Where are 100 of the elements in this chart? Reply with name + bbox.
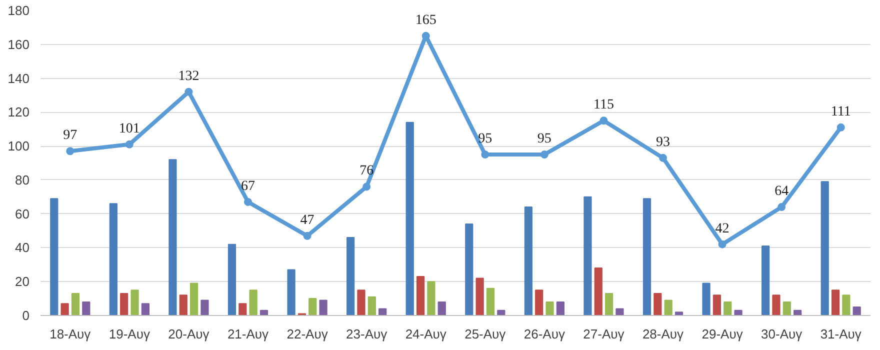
data-label: 97 — [63, 128, 78, 144]
point — [540, 150, 548, 159]
bar — [238, 303, 247, 316]
data-label: 115 — [593, 98, 614, 113]
bar — [190, 282, 198, 316]
point — [836, 123, 845, 132]
x-tick-label: 20-Αυγ — [168, 326, 210, 342]
bar — [556, 301, 564, 316]
bar — [762, 246, 770, 316]
bar — [109, 203, 118, 316]
x-tick-label: 26-Αυγ — [524, 326, 566, 342]
point — [659, 154, 667, 162]
bar — [782, 301, 791, 316]
x-tick-label: 18-Αυγ — [50, 326, 92, 342]
bar — [476, 278, 484, 316]
bar — [734, 310, 742, 316]
bar — [179, 294, 188, 316]
bar — [71, 292, 80, 316]
bar — [616, 308, 624, 316]
x-tick-label: 27-Αυγ — [583, 326, 625, 342]
y-tick-label: 100 — [8, 138, 30, 154]
point — [481, 150, 490, 159]
bar — [60, 303, 69, 316]
bar — [249, 290, 258, 316]
bar — [357, 290, 366, 316]
bar — [664, 300, 672, 316]
data-label: 95 — [478, 132, 492, 147]
data-label: 64 — [774, 184, 789, 200]
bar — [831, 290, 840, 316]
bar — [642, 198, 652, 316]
x-tick-label: 29-Αυγ — [702, 326, 744, 342]
bar — [427, 281, 436, 316]
bar — [820, 181, 829, 316]
bar — [604, 292, 614, 316]
y-tick-label: 60 — [15, 206, 30, 222]
bar — [346, 237, 355, 316]
point — [778, 203, 786, 212]
bar — [228, 244, 236, 316]
data-label: 93 — [656, 134, 670, 150]
bar — [438, 301, 446, 316]
data-label: 165 — [415, 12, 436, 28]
data-label: 67 — [241, 178, 255, 194]
y-tick-label: 40 — [15, 240, 30, 256]
bar — [465, 224, 474, 316]
y-tick-label: 140 — [8, 70, 30, 86]
bar — [712, 294, 722, 316]
bar — [406, 122, 414, 316]
data-label: 132 — [178, 68, 200, 84]
x-tick-label: 22-Αυγ — [286, 326, 328, 342]
bar — [308, 298, 317, 316]
y-tick-label: 80 — [15, 172, 30, 188]
point — [66, 147, 74, 156]
bar — [724, 301, 732, 316]
bar — [260, 310, 268, 316]
bar — [852, 306, 861, 316]
y-tick-label: 0 — [22, 308, 30, 323]
bar — [654, 292, 662, 316]
point — [600, 116, 608, 125]
x-tick-label: 19-Αυγ — [108, 326, 150, 342]
data-label: 47 — [300, 212, 314, 228]
point — [718, 240, 726, 248]
bar — [842, 294, 850, 316]
y-tick-label: 180 — [8, 3, 30, 18]
y-tick-label: 20 — [15, 274, 30, 290]
bar — [546, 301, 554, 316]
bar — [594, 268, 602, 316]
bar — [535, 290, 544, 316]
bar — [702, 282, 710, 316]
x-tick-label: 21-Αυγ — [227, 326, 270, 342]
bar — [130, 290, 139, 316]
bar — [368, 296, 376, 316]
point — [244, 198, 252, 206]
data-label: 111 — [830, 104, 851, 120]
point — [125, 140, 134, 148]
point — [362, 182, 371, 191]
x-tick-label: 28-Αυγ — [642, 326, 684, 342]
point — [303, 232, 312, 240]
bar — [378, 308, 387, 316]
bar — [772, 294, 780, 316]
bar — [794, 310, 802, 316]
x-tick-label: 24-Αυγ — [405, 326, 447, 342]
x-tick-label: 25-Αυγ — [464, 326, 506, 342]
bar — [168, 159, 177, 316]
x-tick-label: 30-Αυγ — [761, 326, 803, 342]
bar — [82, 301, 90, 316]
y-tick-label: 120 — [8, 104, 30, 120]
data-label: 42 — [715, 221, 730, 236]
bar — [50, 198, 58, 316]
bar — [200, 300, 209, 316]
bar — [287, 269, 296, 316]
data-label: 95 — [537, 132, 552, 147]
bar — [416, 276, 425, 316]
bar — [319, 300, 328, 316]
bar — [524, 206, 532, 316]
y-tick-label: 160 — [8, 36, 30, 52]
data-label: 101 — [118, 121, 140, 136]
bar — [120, 292, 128, 316]
bar — [486, 288, 495, 316]
point — [184, 88, 193, 96]
x-tick-label: 23-Αυγ — [346, 326, 388, 342]
